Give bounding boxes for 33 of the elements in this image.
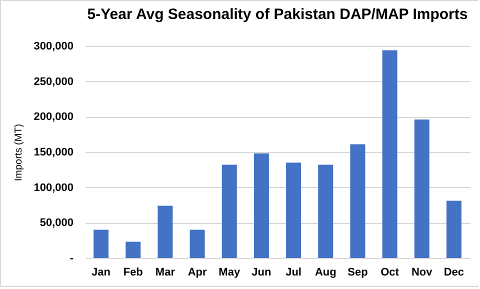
y-axis-title: Imports (MT) <box>14 124 25 182</box>
x-tick-label: Apr <box>188 266 208 278</box>
bar <box>94 230 109 258</box>
x-tick-label: Mar <box>155 266 176 278</box>
bar <box>126 242 141 258</box>
bar <box>190 230 205 258</box>
y-tick-label: 100,000 <box>34 182 74 194</box>
bar <box>254 153 269 258</box>
bar <box>286 162 302 258</box>
y-tick-label: 150,000 <box>34 146 74 158</box>
x-tick-label: Oct <box>380 266 400 278</box>
bar <box>318 164 334 258</box>
bar <box>350 144 366 258</box>
chart-title: 5-Year Avg Seasonality of Pakistan DAP/MAP Imports <box>87 6 468 23</box>
x-tick-label: Jan <box>92 266 111 278</box>
y-tick-label: - <box>70 252 74 264</box>
x-tick-label: Feb <box>123 266 144 278</box>
x-tick-label: Jul <box>286 266 302 278</box>
y-tick-label: 250,000 <box>34 76 74 88</box>
bar <box>382 50 398 258</box>
x-tick-label: Sep <box>348 266 368 278</box>
x-tick-label: May <box>218 266 241 278</box>
bar <box>414 119 430 258</box>
x-tick-label: Aug <box>314 266 336 278</box>
bar <box>446 200 462 258</box>
x-tick-label: Dec <box>444 266 464 278</box>
x-tick-label: Nov <box>411 266 434 278</box>
y-tick-label: 200,000 <box>34 111 74 124</box>
x-tick-label: Jun <box>252 266 272 278</box>
y-tick-label: 300,000 <box>34 40 74 52</box>
y-tick-label: 50,000 <box>40 217 74 230</box>
bar <box>222 164 237 258</box>
bar <box>158 206 173 258</box>
